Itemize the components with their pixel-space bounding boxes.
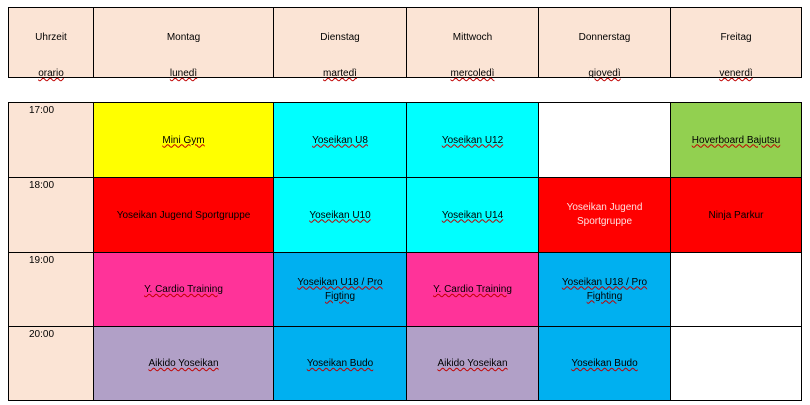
header-wednesday-de: Mittwoch — [452, 32, 493, 43]
header-friday-de: Freitag — [720, 32, 752, 43]
header-tuesday: Dienstag martedì — [273, 7, 407, 79]
slot-fri-1800: Ninja Parkur — [670, 177, 802, 253]
slot-label: Yoseikan Jugend Sportgruppe — [566, 202, 643, 227]
slot-thu-1700 — [538, 102, 671, 178]
slot-tue-1700: Yoseikan U8 — [273, 102, 407, 178]
slot-thu-1800: Yoseikan Jugend Sportgruppe — [538, 177, 671, 253]
header-wednesday-it: mercoledì — [450, 68, 495, 79]
slot-tue-2000: Yoseikan Budo — [273, 326, 407, 401]
header-thursday: Donnerstag giovedì — [538, 7, 671, 79]
slot-mon-1700: Mini Gym — [93, 102, 274, 178]
time-cell: 17:00 — [8, 102, 94, 178]
slot-label: Y. Cardio Training — [433, 284, 512, 295]
slot-thu-1900: Yoseikan U18 / Pro Fighting — [538, 252, 671, 327]
slot-fri-2000 — [670, 326, 802, 401]
slot-mon-1800: Yoseikan Jugend Sportgruppe — [93, 177, 274, 253]
slot-label: Yoseikan Budo — [571, 358, 638, 369]
header-thursday-it: giovedì — [588, 68, 621, 79]
header-time-de: Uhrzeit — [35, 32, 67, 43]
slot-wed-1900: Y. Cardio Training — [406, 252, 539, 327]
header-monday: Montag lunedì — [93, 7, 274, 79]
header-monday-it: lunedì — [169, 68, 198, 79]
slot-label: Hoverboard Bajutsu — [691, 134, 781, 146]
header-friday: Freitag venerdì — [670, 7, 802, 79]
slot-label: Y. Cardio Training — [144, 284, 223, 295]
time-cell: 18:00 — [8, 177, 94, 253]
schedule-row-2000: 20:00 Aikido Yoseikan Yoseikan Budo Aiki… — [8, 326, 802, 401]
slot-label: Ninja Parkur — [708, 209, 764, 221]
time-cell: 19:00 — [8, 252, 94, 327]
slot-mon-2000: Aikido Yoseikan — [93, 326, 274, 401]
schedule-row-1900: 19:00 Y. Cardio Training Yoseikan U18 / … — [8, 252, 802, 327]
slot-label: Yoseikan U18 / Pro Fighting — [561, 276, 648, 302]
header-monday-de: Montag — [166, 32, 201, 43]
header-time-it: orario — [38, 68, 64, 79]
slot-label: Yoseikan U10 — [309, 209, 371, 221]
header-thursday-de: Donnerstag — [578, 32, 631, 43]
slot-fri-1900 — [670, 252, 802, 327]
slot-mon-1900: Y. Cardio Training — [93, 252, 274, 327]
header-friday-it: venerdì — [719, 68, 753, 79]
header-wednesday: Mittwoch mercoledì — [406, 7, 539, 79]
slot-fri-1700: Hoverboard Bajutsu — [670, 102, 802, 178]
slot-wed-1800: Yoseikan U14 — [406, 177, 539, 253]
header-row: Uhrzeit orario Montag lunedì Dienstag ma… — [8, 7, 802, 79]
time-cell: 20:00 — [8, 326, 94, 401]
header-tuesday-it: martedì — [323, 68, 357, 79]
schedule-table: 17:00 Mini Gym Yoseikan U8 Yoseikan U12 … — [8, 102, 802, 401]
header-tuesday-de: Dienstag — [320, 32, 360, 43]
slot-label: Aikido Yoseikan — [148, 358, 219, 369]
schedule-row-1800: 18:00 Yoseikan Jugend Sportgruppe Yoseik… — [8, 177, 802, 253]
header-time: Uhrzeit orario — [8, 7, 94, 79]
slot-label: Yoseikan Budo — [306, 358, 374, 369]
slot-label: Yoseikan U8 — [312, 134, 368, 146]
slot-label: Mini Gym — [162, 134, 205, 146]
slot-wed-1700: Yoseikan U12 — [406, 102, 539, 178]
slot-tue-1800: Yoseikan U10 — [273, 177, 407, 253]
slot-label: Yoseikan U18 / Pro Figting — [297, 276, 383, 302]
slot-tue-1900: Yoseikan U18 / Pro Figting — [273, 252, 407, 327]
slot-wed-2000: Aikido Yoseikan — [406, 326, 539, 401]
slot-label: Yoseikan Jugend Sportgruppe — [116, 209, 251, 221]
slot-label: Aikido Yoseikan — [437, 358, 508, 369]
slot-thu-2000: Yoseikan Budo — [538, 326, 671, 401]
slot-label: Yoseikan U14 — [441, 209, 504, 221]
slot-label: Yoseikan U12 — [441, 134, 504, 146]
header-table: Uhrzeit orario Montag lunedì Dienstag ma… — [8, 7, 802, 79]
schedule-row-1700: 17:00 Mini Gym Yoseikan U8 Yoseikan U12 … — [8, 102, 802, 178]
